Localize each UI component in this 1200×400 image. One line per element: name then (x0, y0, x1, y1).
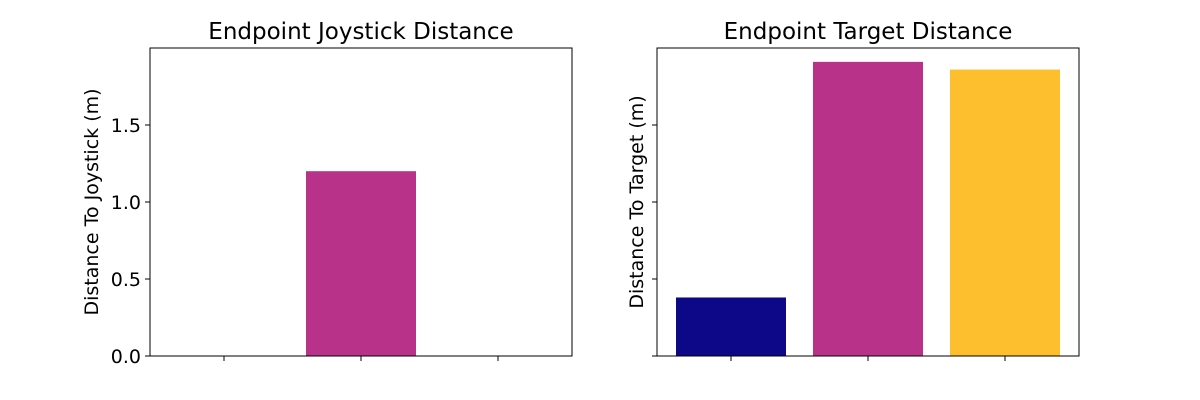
y-tick-label: 1.0 (111, 192, 141, 214)
y-tick-label: 1.5 (111, 115, 141, 137)
chart-panel-joystick-distance: Endpoint Joystick Distance Distance To J… (81, 19, 573, 368)
chart-panel-target-distance: Endpoint Target Distance Distance To Tar… (626, 19, 1080, 361)
bar-0 (676, 297, 786, 356)
bar-1 (306, 171, 416, 356)
axis-ticks (652, 124, 1006, 361)
chart-title: Endpoint Joystick Distance (208, 19, 513, 45)
plot-frame (656, 47, 1080, 357)
y-axis-label: Distance To Joystick (m) (81, 88, 103, 315)
bars (676, 61, 1060, 357)
axis-ticks: 0.0 0.5 1.0 1.5 (111, 115, 499, 368)
bar-2 (950, 69, 1060, 356)
chart-title: Endpoint Target Distance (724, 19, 1013, 45)
y-tick-label: 0.0 (111, 346, 141, 368)
y-tick-label: 0.5 (111, 269, 141, 291)
bars (306, 171, 416, 356)
plot-frame (149, 47, 573, 357)
bar-1 (813, 61, 923, 357)
y-axis-label: Distance To Target (m) (626, 95, 648, 308)
